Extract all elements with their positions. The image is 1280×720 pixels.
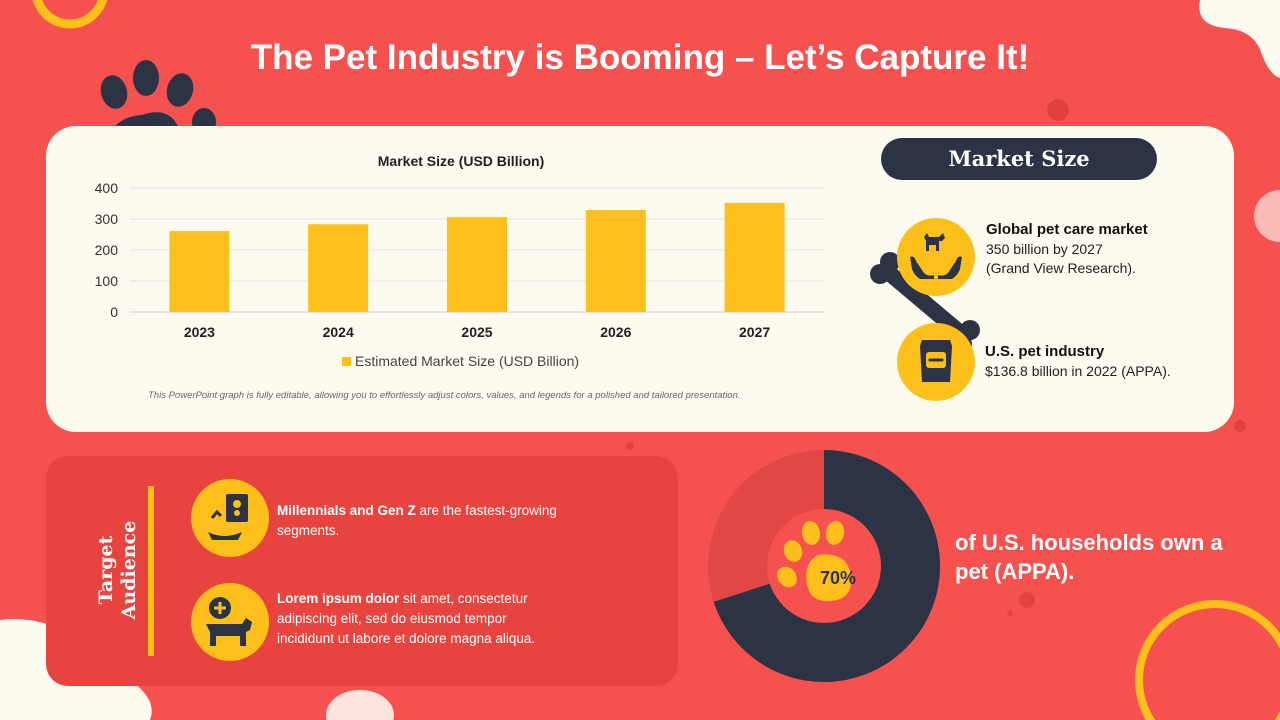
audience-item-2: Lorem ipsum dolor sit amet, consectetur … bbox=[277, 589, 567, 649]
yellow-ring-top-left bbox=[32, 0, 108, 29]
target-audience-label: Target Audience bbox=[95, 521, 141, 620]
pet-food-bag-icon bbox=[897, 323, 975, 401]
global-market-line2: (Grand View Research). bbox=[986, 260, 1136, 276]
yellow-ring-bottom-right bbox=[1135, 600, 1280, 720]
market-size-header: Market Size bbox=[881, 138, 1157, 180]
page-title: The Pet Industry is Booming – Let’s Capt… bbox=[250, 38, 1030, 77]
target-audience-divider bbox=[148, 486, 154, 656]
paw-print-icon bbox=[777, 521, 852, 602]
households-text: of U.S. households own a pet (APPA). bbox=[955, 530, 1223, 584]
pink-blob-bottom bbox=[326, 690, 394, 720]
x-tick-label: 2027 bbox=[739, 324, 770, 340]
legend-label: Estimated Market Size (USD Billion) bbox=[355, 353, 580, 369]
target-audience-label-line2: Audience bbox=[118, 520, 140, 620]
global-market-line1: 350 billion by 2027 bbox=[986, 241, 1103, 257]
x-tick-label: 2025 bbox=[461, 324, 492, 340]
y-tick-label: 100 bbox=[95, 273, 119, 289]
audience-item-2-bold: Lorem ipsum dolor bbox=[277, 591, 400, 606]
pet-care-hands-icon bbox=[897, 218, 975, 296]
audience-item-1-bold: Millennials and Gen Z bbox=[277, 503, 416, 518]
y-tick-label: 0 bbox=[110, 304, 118, 320]
y-tick-label: 300 bbox=[95, 211, 119, 227]
bar-2025 bbox=[447, 217, 507, 312]
pet-health-dog-icon bbox=[191, 583, 269, 661]
legend-swatch bbox=[342, 356, 351, 366]
pet-food-bowl-icon bbox=[191, 479, 269, 557]
y-tick-label: 200 bbox=[95, 242, 119, 258]
chart-note: This PowerPoint graph is fully editable,… bbox=[148, 390, 741, 401]
chart-legend: Estimated Market Size (USD Billion) bbox=[342, 353, 579, 369]
x-tick-label: 2024 bbox=[323, 324, 354, 340]
us-industry-line1: $136.8 billion in 2022 (APPA). bbox=[985, 363, 1171, 379]
audience-item-1: Millennials and Gen Z are the fastest-gr… bbox=[277, 501, 577, 541]
cream-blob-top-right bbox=[1199, 0, 1280, 78]
bar-2027 bbox=[724, 202, 785, 312]
bar-2023 bbox=[169, 231, 230, 312]
pink-blob-right bbox=[1254, 190, 1280, 242]
global-market-title: Global pet care market bbox=[986, 221, 1148, 238]
bar-2026 bbox=[585, 210, 646, 312]
donut-percent-label: 70% bbox=[819, 568, 857, 588]
audience-item-1-rest: are the fastest-growing segments. bbox=[277, 503, 557, 538]
chart-title: Market Size (USD Billion) bbox=[377, 153, 545, 169]
target-audience-label-line1: Target bbox=[95, 535, 117, 605]
us-industry-title: U.S. pet industry bbox=[985, 343, 1105, 360]
bar-2024 bbox=[308, 224, 369, 312]
x-tick-label: 2026 bbox=[600, 324, 631, 340]
audience-item-2-rest: sit amet, consectetur adipiscing elit, s… bbox=[277, 591, 536, 646]
x-tick-label: 2023 bbox=[184, 324, 215, 340]
bar-chart: 0 100 200 300 400 2023 2024 2025 2026 2027 bbox=[95, 180, 824, 340]
y-tick-label: 400 bbox=[95, 180, 119, 196]
